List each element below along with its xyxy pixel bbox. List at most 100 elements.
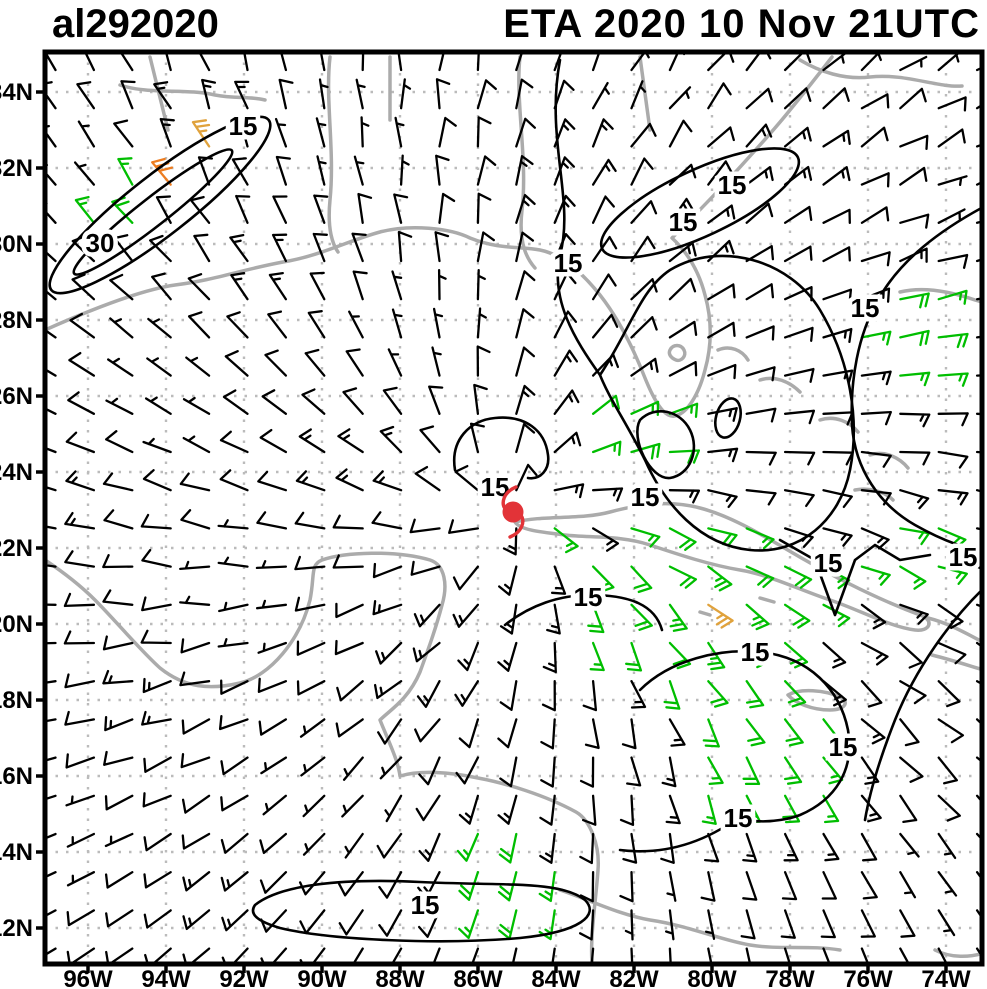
wind-barb <box>820 909 836 939</box>
wind-barb <box>334 639 364 656</box>
wind-barb <box>394 116 405 148</box>
wind-barb <box>67 391 96 415</box>
wind-barb <box>45 368 57 377</box>
wind-barb <box>625 641 643 672</box>
wind-barb <box>668 320 698 339</box>
wind-barb <box>860 450 892 468</box>
wind-barb <box>256 511 288 530</box>
wind-barb <box>515 78 534 110</box>
wind-barb <box>220 756 249 776</box>
wind-barb <box>707 126 735 148</box>
contour-label: 15 <box>741 637 770 667</box>
wind-barb <box>937 871 958 897</box>
wind-barb <box>299 718 326 738</box>
wind-barb <box>221 909 249 932</box>
x-axis-label: 94W <box>141 966 191 989</box>
wind-barb <box>591 273 617 301</box>
wind-barb <box>476 155 497 186</box>
wind-barb <box>229 233 249 263</box>
contour-labels: 15 30 15 15 15 15 15 15 15 15 15 15 15 15 15 <box>81 107 982 925</box>
wind-barb <box>553 271 577 301</box>
wind-barb <box>899 909 916 938</box>
wind-barb <box>384 794 403 823</box>
wind-barb <box>630 489 662 507</box>
x-axis-label: 92W <box>219 966 269 989</box>
wind-barb <box>300 756 326 777</box>
wind-barb <box>399 78 412 110</box>
wind-barb <box>397 52 403 72</box>
wind-barb <box>307 310 326 339</box>
wind-barb <box>454 464 480 492</box>
wind-barb <box>262 794 288 816</box>
wind-barb <box>860 565 891 586</box>
wind-barb <box>452 603 480 628</box>
wind-barb <box>700 871 716 902</box>
wind-barb <box>45 328 57 339</box>
wind-barb <box>668 603 688 632</box>
wind-barb <box>707 527 738 547</box>
wind-barb <box>335 468 364 492</box>
wind-barb <box>69 312 96 339</box>
wind-barb <box>159 117 175 148</box>
wind-barb <box>179 560 211 571</box>
wind-barb <box>783 126 812 148</box>
wind-barb <box>630 200 658 224</box>
wind-barb <box>899 412 931 428</box>
wind-barb <box>937 208 966 224</box>
wind-barb <box>45 235 57 263</box>
wind-barb <box>664 909 675 941</box>
wind-barb <box>476 52 480 72</box>
wind-barb <box>397 230 413 263</box>
wind-barb <box>476 79 497 110</box>
wind-barb <box>707 160 734 186</box>
wind-barb <box>822 246 851 263</box>
wind-barb <box>822 527 853 547</box>
wind-barb <box>707 321 736 339</box>
wind-barb <box>937 175 968 187</box>
wind-barb <box>371 511 403 530</box>
wind-barb <box>64 673 96 689</box>
wind-barb <box>415 794 441 822</box>
wind-barb <box>218 714 249 731</box>
wind-barb <box>120 80 136 110</box>
wind-barb <box>822 166 851 186</box>
coastlines <box>45 55 982 964</box>
wind-barb <box>937 832 957 860</box>
wind-barb <box>937 96 967 112</box>
wind-barb <box>783 756 803 785</box>
wind-barb <box>591 313 619 339</box>
wind-barb <box>781 871 798 901</box>
contour-label: 15 <box>631 482 660 512</box>
wind-barb <box>860 641 889 666</box>
contour-label: 15 <box>411 890 440 920</box>
wind-barb <box>45 446 57 454</box>
wind-barb <box>399 154 410 186</box>
wind-barb <box>624 909 634 941</box>
wind-barb <box>377 718 403 745</box>
wind-barb <box>498 565 518 596</box>
wind-barb <box>267 310 288 339</box>
wind-barb <box>701 794 717 825</box>
contour-label: 15 <box>574 582 603 612</box>
wind-barb <box>355 78 366 110</box>
wind-barb <box>821 871 837 900</box>
wind-barb <box>745 489 777 506</box>
wind-barb <box>409 518 441 534</box>
wind-barb <box>379 756 403 780</box>
wind-barb <box>707 603 734 629</box>
wind-barb <box>142 469 172 492</box>
wind-barb <box>497 641 518 672</box>
wind-barb <box>783 326 814 342</box>
wind-barb <box>218 601 249 613</box>
wind-barb <box>316 155 327 186</box>
wind-barb <box>141 548 172 568</box>
wind-barb <box>542 641 557 674</box>
wind-barb <box>899 371 931 387</box>
wind-barb <box>783 565 813 589</box>
wind-barb <box>899 565 927 590</box>
wind-barb <box>899 134 929 151</box>
wind-barb <box>458 718 480 749</box>
wind-barb <box>45 718 57 723</box>
y-axis-label: 14N <box>0 839 33 866</box>
